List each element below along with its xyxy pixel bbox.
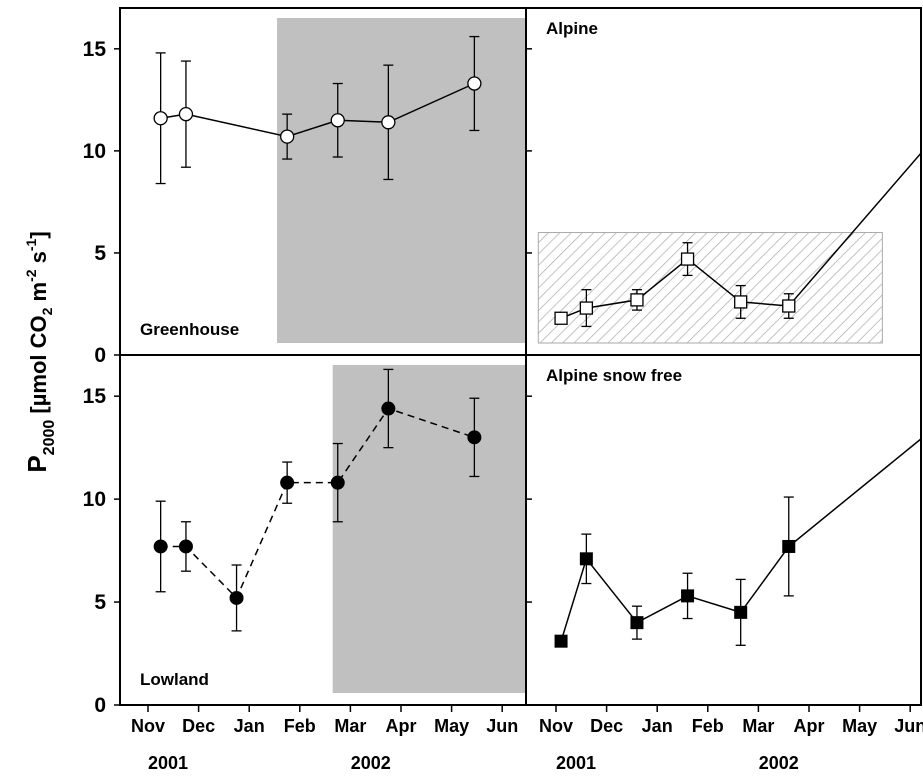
data-point [630, 293, 644, 307]
data-point [734, 295, 748, 309]
panel-label: Alpine snow free [546, 366, 682, 385]
y-title-unit-close: ] [26, 231, 51, 238]
y-axis-title: P2000 [µmol CO2 m-2 s-1] [22, 231, 58, 472]
panel-alpine: Alpine [537, 19, 921, 344]
data-point [579, 552, 593, 566]
x-tick-label: Feb [692, 716, 724, 736]
x-tick-label: Jan [234, 716, 265, 736]
y-title-unit-sup-m: -2 [23, 269, 39, 282]
data-point [330, 475, 345, 490]
y-tick-label: 5 [94, 591, 106, 614]
data-point [178, 539, 193, 554]
y-tick-label: 15 [83, 38, 107, 61]
data-point [782, 539, 796, 553]
data-point [680, 252, 695, 266]
data-point [681, 589, 695, 603]
data-point [630, 616, 644, 630]
svg-text:P2000 [µmol CO2 m-2 s-1]: P2000 [µmol CO2 m-2 s-1] [22, 231, 58, 472]
panels-layer: Greenhouse Alpine Lowland Alpine snow free [140, 18, 921, 693]
data-point [280, 475, 295, 490]
data-point [229, 590, 244, 605]
data-point [330, 113, 345, 128]
y-title-unit-s: s [26, 251, 51, 269]
data-point [467, 76, 482, 91]
x-tick-label: Jun [894, 716, 923, 736]
x-tick-label: May [842, 716, 877, 736]
data-point [554, 634, 568, 648]
panel-greenhouse: Greenhouse [140, 18, 526, 343]
y-title-unit-m: m [26, 282, 51, 308]
x-tick-label: Jun [486, 716, 518, 736]
figure-frame [119, 7, 922, 706]
x-tick-label: Nov [131, 716, 165, 736]
panel-label: Lowland [140, 670, 209, 689]
data-point [381, 401, 396, 416]
y-title-main: P [22, 455, 52, 472]
year-label: 2002 [351, 753, 391, 773]
y-tick-label: 10 [83, 488, 106, 511]
x-tick-label: May [434, 716, 469, 736]
y-tick-label: 5 [94, 242, 106, 265]
year-label: 2001 [148, 753, 188, 773]
panel-label: Alpine [546, 19, 598, 38]
x-tick-label: Feb [284, 716, 316, 736]
data-point [782, 299, 796, 313]
axes-layer: 5 10 15 0 5 10 15 0 Nov Dec Jan Feb Mar Apr May Jun 2001… [83, 7, 923, 773]
panel-plot-area [554, 437, 921, 648]
data-point [579, 301, 594, 315]
data-point [467, 430, 482, 445]
x-tick-label: Apr [794, 716, 825, 736]
panel-plot-area [153, 18, 526, 343]
data-point [178, 106, 194, 122]
x-tick-label: Nov [539, 716, 573, 736]
y-tick-label: 0 [94, 694, 106, 717]
data-point [153, 111, 168, 126]
x-tick-label: Jan [642, 716, 673, 736]
y-title-sub: 2000 [41, 420, 58, 456]
year-label: 2002 [759, 753, 799, 773]
panel-label: Greenhouse [140, 320, 239, 339]
data-point [381, 115, 396, 130]
panel-plot-area [153, 365, 526, 693]
y-tick-label: 10 [83, 140, 106, 163]
data-point [279, 129, 295, 144]
hatched-region [537, 232, 883, 344]
x-tick-label: Mar [742, 716, 774, 736]
y-title-unit-sup-s: -1 [23, 238, 39, 251]
shaded-period [277, 18, 526, 343]
x-tick-label: Dec [182, 716, 215, 736]
x-tick-label: Dec [590, 716, 623, 736]
data-point [554, 311, 568, 325]
panel-lowland: Lowland [140, 365, 526, 693]
x-tick-label: Apr [386, 716, 417, 736]
x-tick-label: Mar [334, 716, 366, 736]
y-title-unit-sub: 2 [39, 307, 55, 315]
data-point [153, 539, 168, 554]
panel-plot-area [537, 152, 921, 344]
shaded-period [332, 365, 526, 693]
year-label: 2001 [556, 753, 596, 773]
data-point [734, 605, 748, 619]
y-title-unit-open: [µmol CO [26, 315, 51, 419]
y-tick-label: 15 [83, 385, 107, 408]
panel-alpine-snow-free: Alpine snow free [546, 366, 921, 648]
y-tick-label: 0 [94, 344, 106, 367]
